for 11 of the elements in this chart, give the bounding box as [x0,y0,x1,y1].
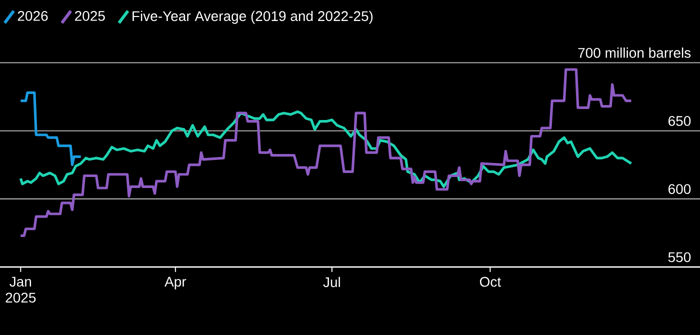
x-tick-label: Apr [164,276,186,290]
y-tick-label: 550 [668,252,691,262]
y-tick-label: 700 million barrels [578,48,691,58]
y-tick-label: 650 [668,116,691,126]
x-tick-label: Jan 2025 [6,276,36,303]
legend-label: 2025 [75,10,105,21]
legend-label: Five-Year Average (2019 and 2022-25) [132,10,373,24]
x-tick-label: Oct [480,276,501,287]
legend-label: 2026 [18,10,48,21]
y-tick-label: 600 [668,184,691,194]
x-tick-label: Jul [323,276,340,288]
